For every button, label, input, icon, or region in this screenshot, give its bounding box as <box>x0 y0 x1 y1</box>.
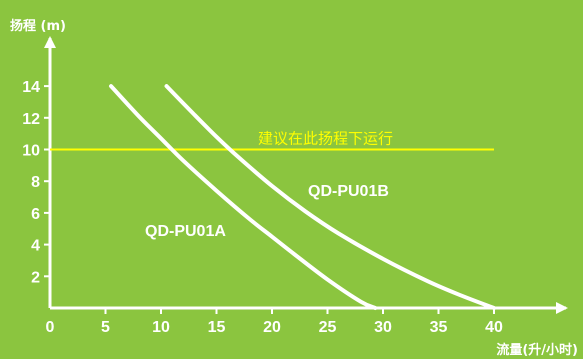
y-tick-label: 10 <box>22 143 40 160</box>
series-label-qd-pu01a: QD-PU01A <box>145 223 226 240</box>
labels-group: QD-PU01A QD-PU01B <box>145 183 389 240</box>
series-line-qd-pu01a <box>109 84 378 310</box>
x-tick-label: 35 <box>430 319 448 336</box>
y-tick-label: 12 <box>22 111 40 128</box>
y-tick-label: 4 <box>31 238 40 255</box>
x-tick-label: 5 <box>101 319 110 336</box>
axes: 2 4 6 8 10 12 14 0 5 10 15 20 25 30 35 40 扬程 (m) 流量(升/小时) <box>10 18 578 358</box>
x-tick-label: 15 <box>208 319 226 336</box>
series-group <box>109 84 496 310</box>
y-tick-label: 6 <box>31 206 40 223</box>
series-line-qd-pu01b <box>164 84 496 310</box>
y-axis-title: 扬程 (m) <box>10 18 66 34</box>
x-tick-label: 0 <box>46 319 55 336</box>
x-tick-label: 10 <box>152 319 170 336</box>
y-tick-label: 14 <box>22 79 40 96</box>
reference-line-group: 建议在此扬程下运行 <box>50 130 494 151</box>
x-tick-label: 40 <box>485 319 503 336</box>
y-tick-label: 8 <box>31 174 40 191</box>
x-tick-label: 20 <box>263 319 281 336</box>
x-tick-label: 30 <box>374 319 392 336</box>
x-tick-label: 25 <box>319 319 337 336</box>
x-axis-title: 流量(升/小时) <box>496 342 578 358</box>
reference-line-label: 建议在此扬程下运行 <box>258 130 393 148</box>
y-tick-label: 2 <box>31 269 40 286</box>
series-label-qd-pu01b: QD-PU01B <box>308 183 389 200</box>
